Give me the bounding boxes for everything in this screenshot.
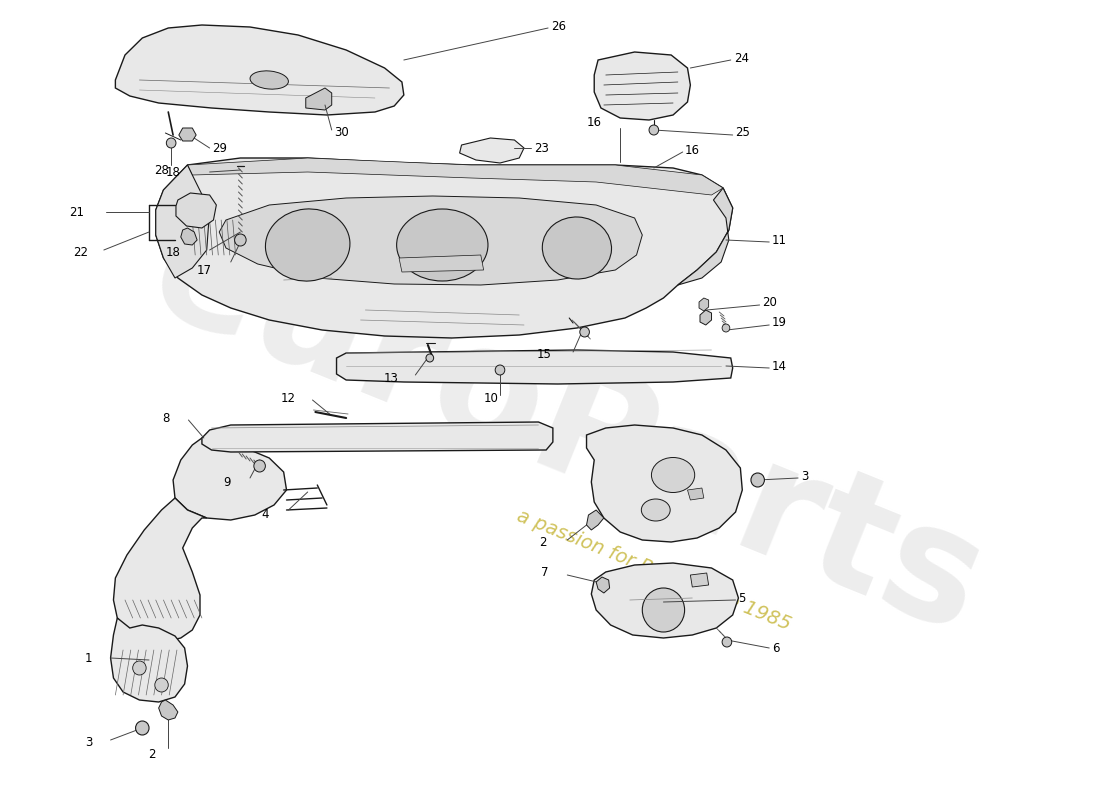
Circle shape xyxy=(166,138,176,148)
Text: 30: 30 xyxy=(334,126,350,138)
Polygon shape xyxy=(698,298,708,311)
Polygon shape xyxy=(700,310,712,325)
Text: 15: 15 xyxy=(537,347,552,361)
Text: 16: 16 xyxy=(586,117,602,130)
Polygon shape xyxy=(219,196,642,285)
Ellipse shape xyxy=(641,499,670,521)
Text: euroParts: euroParts xyxy=(130,193,1005,667)
Text: 26: 26 xyxy=(551,19,566,33)
Polygon shape xyxy=(156,165,210,278)
Polygon shape xyxy=(586,425,743,542)
Polygon shape xyxy=(596,577,609,593)
Circle shape xyxy=(234,234,246,246)
Ellipse shape xyxy=(265,209,350,281)
Polygon shape xyxy=(173,438,286,520)
Polygon shape xyxy=(592,563,738,638)
Text: 2: 2 xyxy=(539,537,546,550)
Polygon shape xyxy=(116,25,404,115)
Polygon shape xyxy=(176,193,217,228)
Circle shape xyxy=(135,721,149,735)
Text: 9: 9 xyxy=(223,475,231,489)
Text: 6: 6 xyxy=(772,642,780,654)
Circle shape xyxy=(155,678,168,692)
Circle shape xyxy=(426,354,433,362)
Text: 18: 18 xyxy=(166,166,180,178)
Circle shape xyxy=(722,637,732,647)
Text: 19: 19 xyxy=(772,317,788,330)
Text: 20: 20 xyxy=(762,297,778,310)
Text: 24: 24 xyxy=(734,51,749,65)
Text: 29: 29 xyxy=(212,142,228,154)
Polygon shape xyxy=(111,618,187,702)
Text: 5: 5 xyxy=(738,591,746,605)
Ellipse shape xyxy=(397,209,488,281)
Ellipse shape xyxy=(250,71,288,89)
Polygon shape xyxy=(688,488,704,500)
Text: 3: 3 xyxy=(801,470,808,482)
Text: 16: 16 xyxy=(684,143,700,157)
Polygon shape xyxy=(187,158,723,195)
Text: a passion for Parts since 1985: a passion for Parts since 1985 xyxy=(514,506,793,634)
Text: 10: 10 xyxy=(483,391,498,405)
Circle shape xyxy=(751,473,764,487)
Polygon shape xyxy=(460,138,524,163)
Text: 1: 1 xyxy=(85,651,92,665)
Text: 13: 13 xyxy=(384,371,399,385)
Text: 7: 7 xyxy=(540,566,548,579)
Text: 8: 8 xyxy=(162,411,169,425)
Polygon shape xyxy=(337,350,733,384)
Text: 2: 2 xyxy=(148,749,156,762)
Text: 23: 23 xyxy=(534,142,549,154)
Polygon shape xyxy=(594,52,691,120)
Ellipse shape xyxy=(542,217,612,279)
Circle shape xyxy=(133,661,146,675)
Text: 21: 21 xyxy=(69,206,85,218)
Ellipse shape xyxy=(651,458,695,493)
Text: 14: 14 xyxy=(772,359,788,373)
Text: 4: 4 xyxy=(262,507,270,521)
Text: 25: 25 xyxy=(736,126,750,139)
Text: 17: 17 xyxy=(197,263,211,277)
Circle shape xyxy=(649,125,659,135)
Text: 11: 11 xyxy=(772,234,788,246)
Circle shape xyxy=(642,588,684,632)
Polygon shape xyxy=(158,700,178,720)
Polygon shape xyxy=(586,510,604,530)
Text: 18: 18 xyxy=(166,246,180,258)
Polygon shape xyxy=(156,158,733,338)
Polygon shape xyxy=(306,88,332,110)
Polygon shape xyxy=(180,228,197,245)
Circle shape xyxy=(580,327,590,337)
Circle shape xyxy=(495,365,505,375)
Polygon shape xyxy=(202,422,553,452)
Circle shape xyxy=(254,460,265,472)
Text: 12: 12 xyxy=(280,391,296,405)
Polygon shape xyxy=(113,498,207,642)
Text: 22: 22 xyxy=(74,246,88,258)
Text: 28: 28 xyxy=(154,163,169,177)
Polygon shape xyxy=(691,573,708,587)
Polygon shape xyxy=(179,128,196,141)
Polygon shape xyxy=(678,188,733,285)
Circle shape xyxy=(722,324,729,332)
Polygon shape xyxy=(399,255,484,272)
Text: 3: 3 xyxy=(85,735,92,749)
